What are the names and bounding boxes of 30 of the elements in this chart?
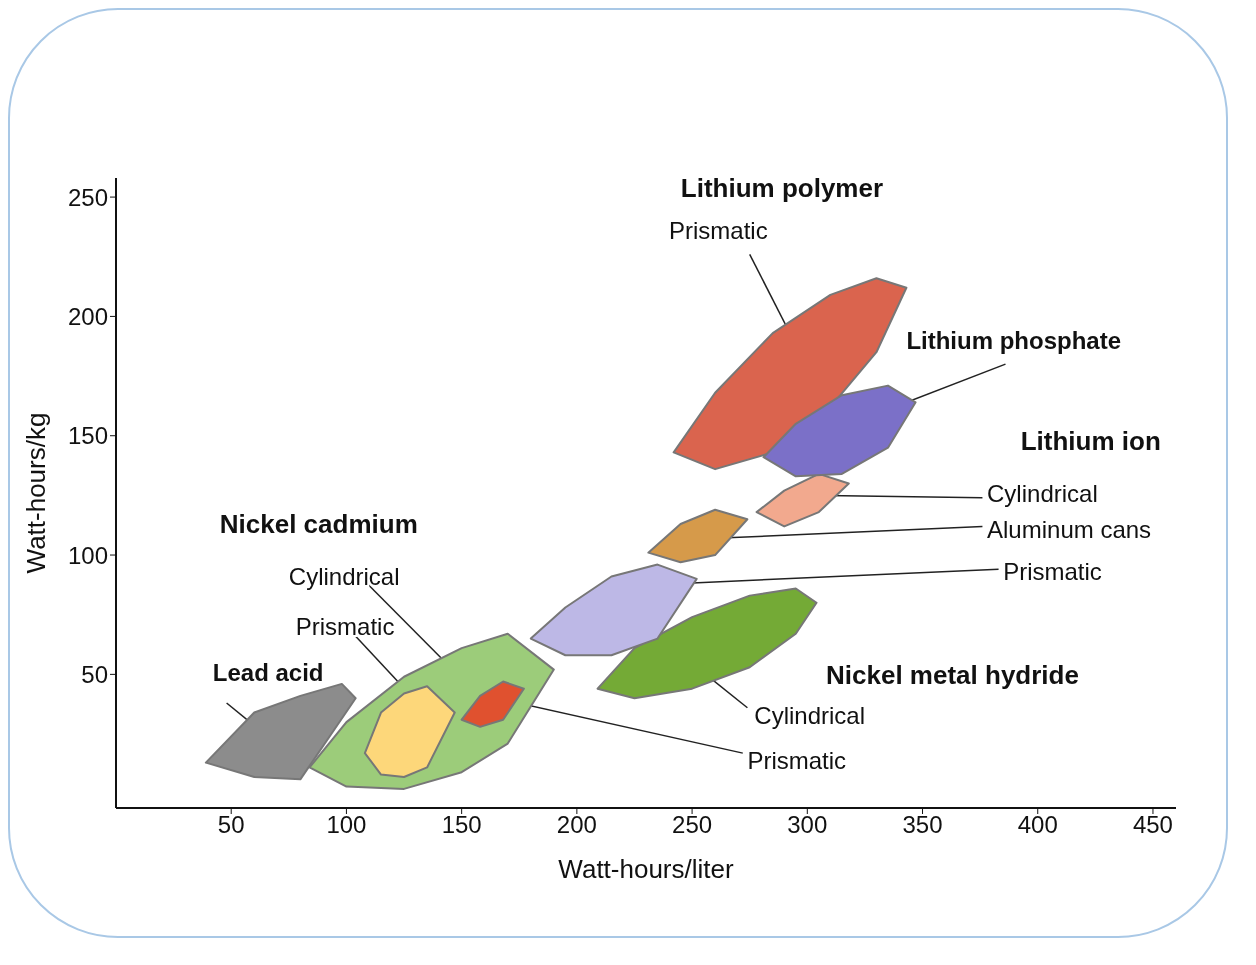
y-tick-label: 200 — [67, 302, 108, 330]
x-tick-label: 150 — [441, 811, 482, 839]
annotation: Lithium polymer — [680, 172, 884, 203]
text: Prismatic — [1003, 558, 1102, 586]
x-axis-title: Watt-hours/liter — [558, 854, 734, 884]
y-tick-label: 50 — [81, 660, 108, 688]
text: Cylindrical — [288, 563, 400, 591]
x-tick-label: 400 — [1017, 811, 1058, 839]
series-label: Lithium phosphate — [906, 327, 1122, 354]
x-tick-label: 100 — [326, 811, 367, 839]
x-tick-label: 200 — [556, 811, 597, 839]
text: Prismatic — [295, 613, 395, 641]
text: Aluminum cans — [987, 515, 1152, 543]
text: Prismatic — [747, 747, 847, 774]
x-tick-label: 50 — [217, 811, 245, 839]
x-tick-label: 300 — [787, 811, 828, 839]
series-label: Cylindrical — [754, 701, 866, 729]
text: Prismatic — [669, 217, 768, 245]
annotation: Nickel metal hydride — [826, 659, 1079, 690]
y-axis-title: Watt-hours/kg — [21, 412, 52, 574]
y-tick-label: 100 — [67, 541, 108, 569]
annotation: Lithium ion — [1020, 425, 1161, 456]
x-tick-label: 250 — [672, 811, 713, 839]
annotation: Nickel cadmium — [219, 509, 418, 540]
text: Cylindrical — [987, 479, 1098, 507]
series-label: Lead acid — [212, 658, 324, 686]
x-tick-label: 450 — [1132, 811, 1173, 839]
x-tick-label: 350 — [902, 811, 943, 839]
y-tick-label: 150 — [67, 422, 108, 450]
y-tick-label: 250 — [67, 183, 108, 211]
